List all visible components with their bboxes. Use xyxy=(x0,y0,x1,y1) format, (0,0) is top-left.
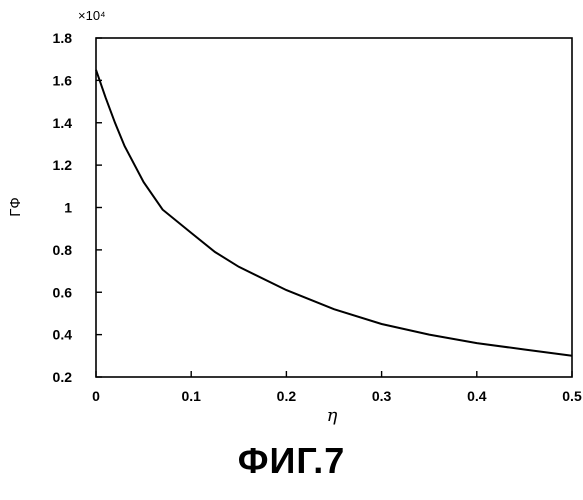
x-tick-label: 0.1 xyxy=(181,388,201,404)
y-tick-label: 1.8 xyxy=(53,30,73,46)
x-tick-label: 0 xyxy=(92,388,100,404)
y-axis-ticks: 0.2 0.4 0.6 0.8 1 1.2 1.4 1.6 1.8 xyxy=(53,30,102,385)
series-line xyxy=(96,70,572,356)
figure-caption: ФИГ.7 xyxy=(0,440,583,482)
x-axis-label: η xyxy=(327,405,338,426)
y-tick-label: 0.8 xyxy=(53,242,73,258)
y-tick-label: 1 xyxy=(64,200,72,216)
y-tick-label: 0.6 xyxy=(53,284,73,300)
y-tick-label: 1.4 xyxy=(53,115,73,131)
y-tick-label: 1.2 xyxy=(53,157,73,173)
chart: ×10⁴ 0 0.1 0.2 0.3 0.4 0.5 0.2 0.4 0.6 0.8 1 1.2 1.… xyxy=(0,0,583,440)
x-tick-label: 0.3 xyxy=(372,388,392,404)
x-tick-label: 0.5 xyxy=(562,388,582,404)
y-tick-label: 0.4 xyxy=(53,327,73,343)
y-tick-label: 1.6 xyxy=(53,72,73,88)
plot-frame xyxy=(96,38,572,377)
x-axis-ticks: 0 0.1 0.2 0.3 0.4 0.5 xyxy=(92,371,582,404)
x-tick-label: 0.2 xyxy=(277,388,297,404)
y-multiplier-label: ×10⁴ xyxy=(78,8,106,23)
y-axis-label: ГФ xyxy=(7,197,24,217)
y-tick-label: 0.2 xyxy=(53,369,73,385)
x-tick-label: 0.4 xyxy=(467,388,487,404)
